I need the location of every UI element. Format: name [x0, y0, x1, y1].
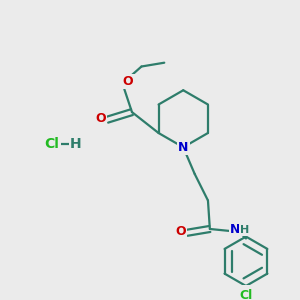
Text: Cl: Cl: [45, 137, 60, 152]
Text: O: O: [175, 225, 186, 238]
Text: O: O: [123, 75, 134, 88]
Text: O: O: [95, 112, 106, 125]
Text: H: H: [240, 225, 250, 235]
Text: N: N: [178, 141, 188, 154]
Text: N: N: [230, 224, 241, 236]
Text: H: H: [70, 137, 82, 152]
Text: Cl: Cl: [239, 289, 253, 300]
